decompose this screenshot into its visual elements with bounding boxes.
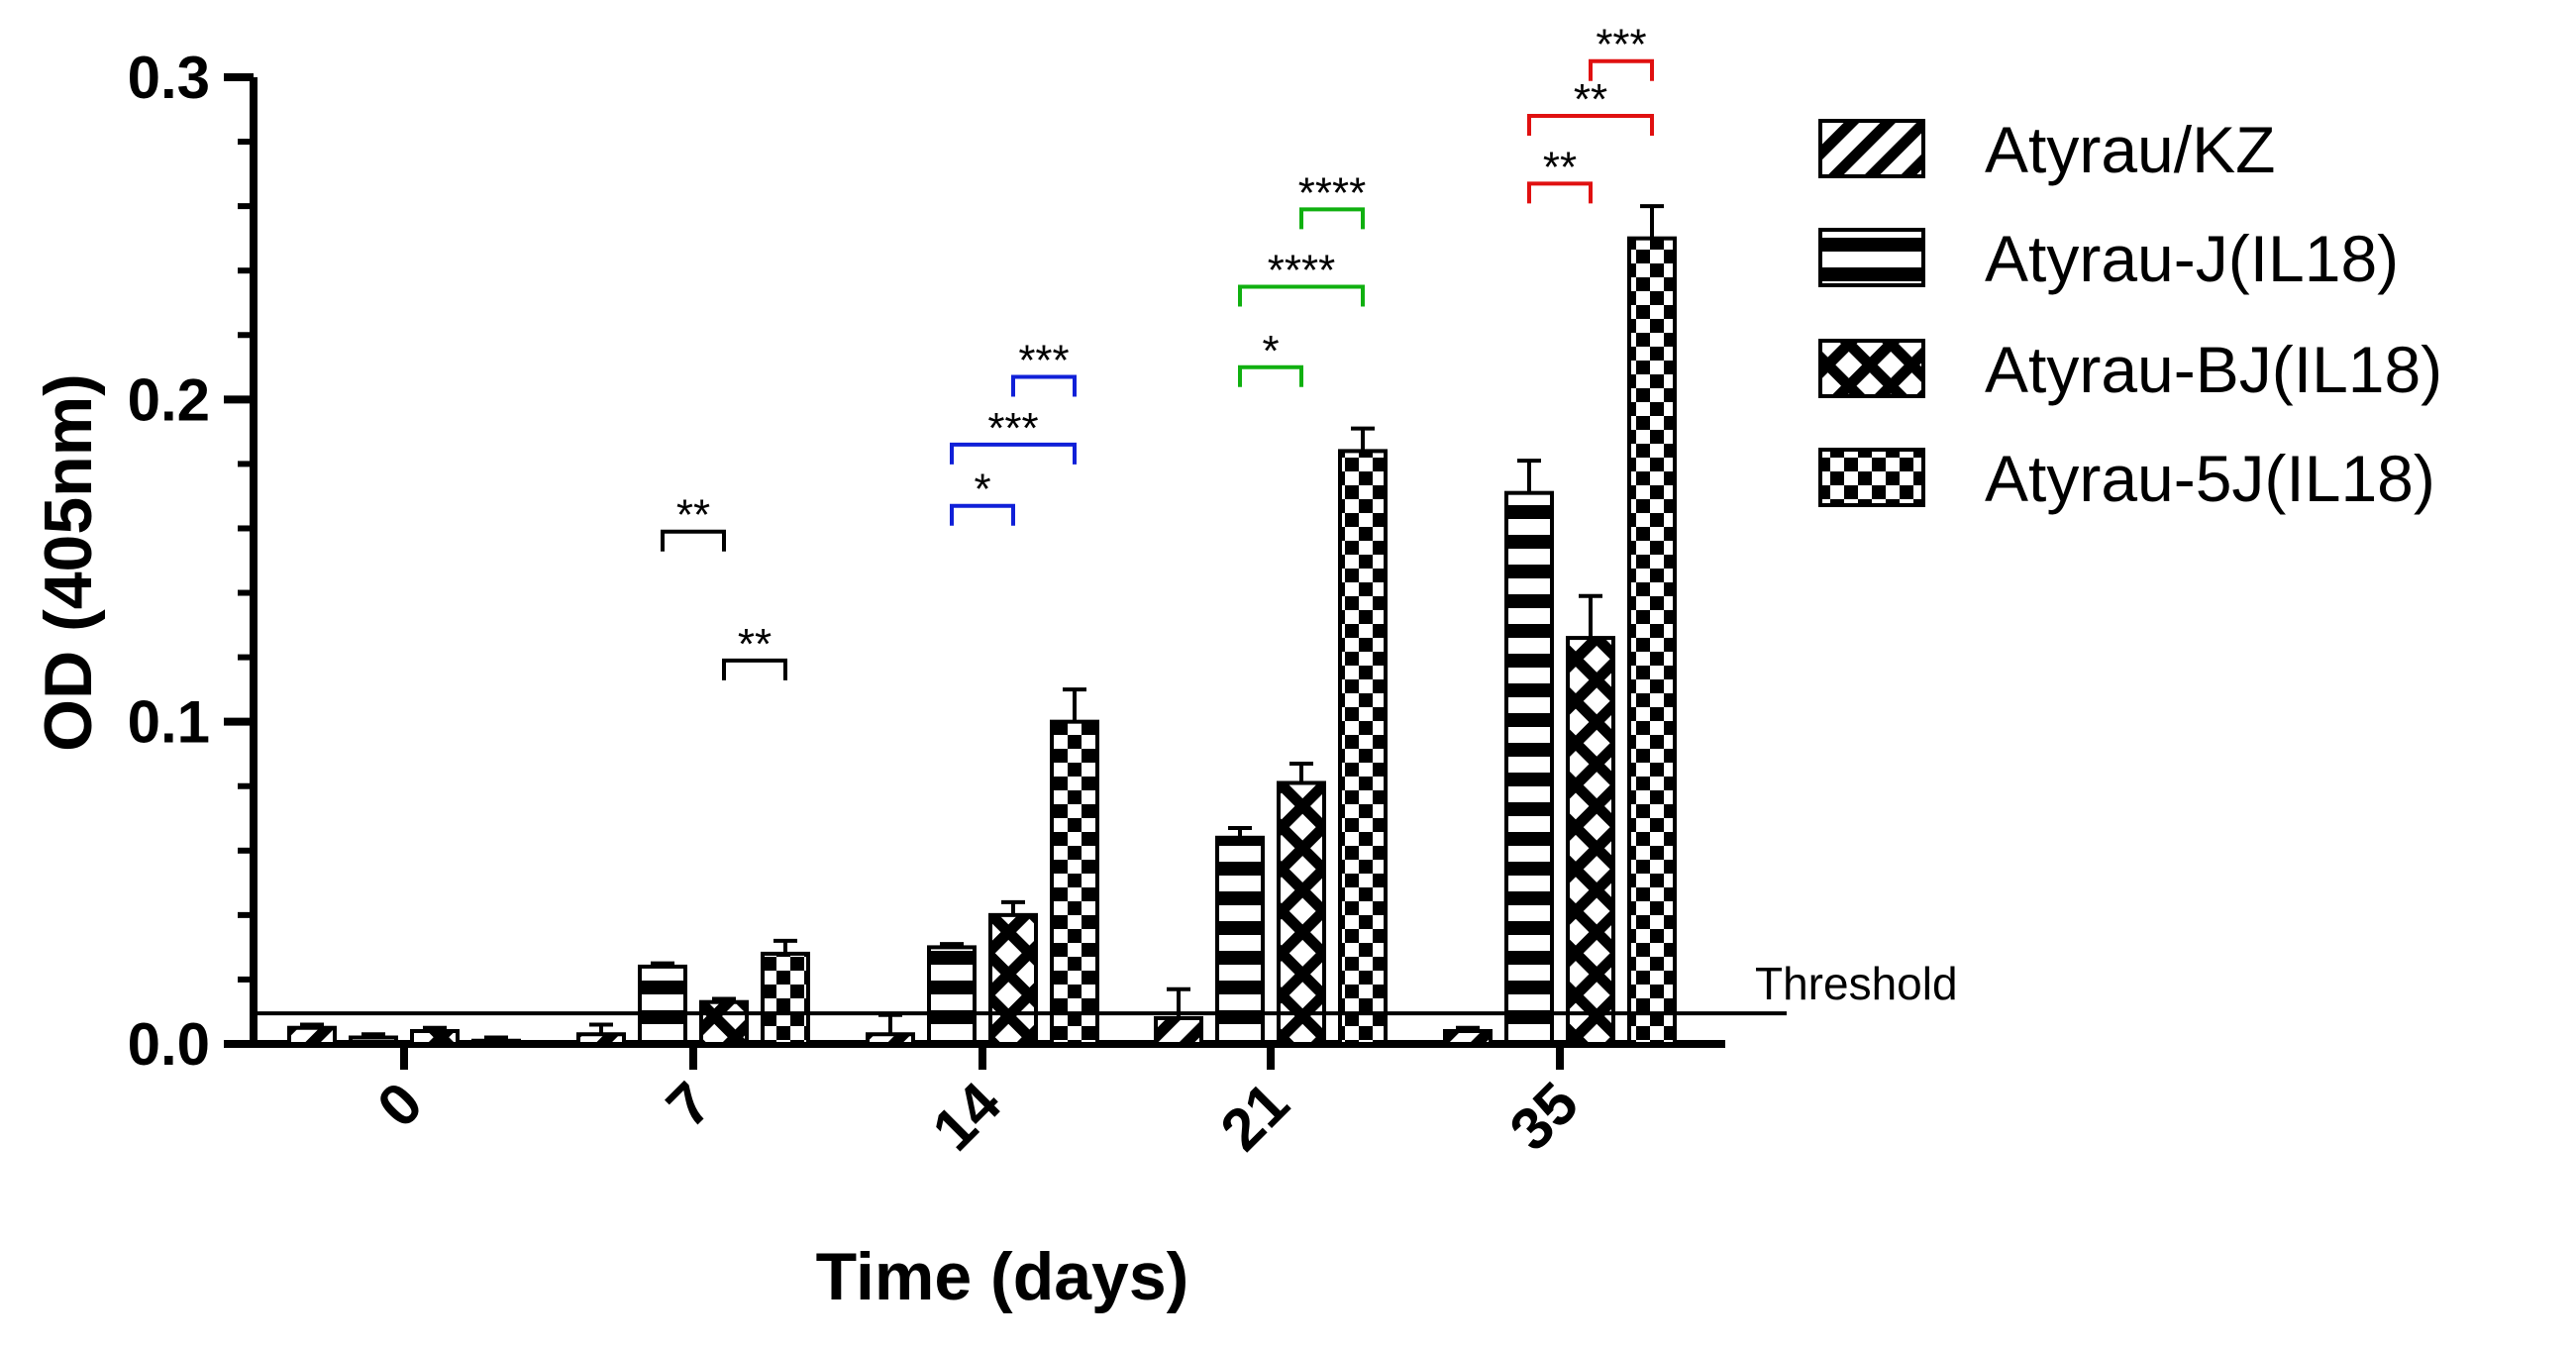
bracket-line [1238,284,1365,307]
axes: 0.0 0.1 0.2 0.3 0 7 14 21 35 [128,45,1725,1163]
bar [576,1032,626,1046]
significance-label: *** [987,404,1038,453]
legend-label: Atyrau-J(IL18) [1985,222,2399,295]
significance-bracket: * [1238,327,1303,387]
y-axis-title: OD (405nm) [31,373,106,752]
significance-bracket: * [950,466,1015,526]
bracket-line [1527,114,1654,137]
bar [471,1038,521,1047]
bar [988,912,1038,1046]
significance-label: ** [1543,143,1577,191]
bar [1443,1028,1493,1047]
significance-bracket: ** [1527,75,1654,137]
bar [1277,780,1326,1046]
bracket-line [661,529,726,552]
x-tick-label: 21 [1208,1070,1302,1164]
x-tick-label: 7 [654,1070,724,1140]
bar [1338,449,1388,1046]
significance-bracket: *** [950,404,1077,465]
bar [761,951,810,1047]
bar [927,945,977,1047]
significance-label: **** [1268,246,1336,294]
bar [1504,490,1554,1046]
threshold: Threshold [254,958,1958,1016]
threshold-label: Threshold [1755,958,1958,1009]
bar [1215,835,1265,1047]
bracket-line [950,442,1077,465]
significance-bracket: **** [1238,246,1365,307]
y-tick-label: 0.2 [128,366,210,433]
significance-bracket: *** [1589,21,1654,81]
legend-item: Atyrau-BJ(IL18) [1818,333,2442,406]
legend-label: Atyrau/KZ [1985,113,2275,186]
bracket-line [1589,58,1654,81]
significance-bracket: ** [1527,143,1593,204]
significance-label: ** [1574,75,1607,124]
bar [866,1032,915,1046]
bracket-line [950,503,1015,526]
bar [349,1035,398,1046]
significance-label: ** [738,620,772,669]
bar [1154,1015,1203,1047]
legend: Atyrau/KZ Atyrau-J(IL18) Atyrau-BJ(IL18) At… [1818,113,2442,515]
significance-bracket: *** [1011,337,1077,397]
bracket-line [1527,181,1593,204]
legend-label: Atyrau-5J(IL18) [1985,442,2435,515]
legend-swatch [1818,119,1925,178]
x-tick-label: 35 [1497,1070,1592,1164]
significance-label: ** [676,491,710,540]
significance-label: *** [1018,337,1069,385]
bar [410,1028,460,1047]
legend-swatch [1818,228,1925,287]
significance-label: * [974,466,990,514]
significance-label: **** [1298,168,1367,217]
y-tick-label: 0.1 [128,689,210,756]
bar [1566,636,1615,1047]
bar [699,999,749,1046]
legend-item: Atyrau-5J(IL18) [1818,442,2435,515]
legend-swatch [1818,448,1925,507]
bracket-line [1299,207,1365,230]
legend-item: Atyrau/KZ [1818,113,2275,186]
bracket-line [1011,374,1077,397]
x-axis-title: Time (days) [816,1239,1189,1314]
significance-bracket: ** [661,491,726,552]
significance-label: * [1262,327,1279,375]
error-bars [300,204,1664,1041]
legend-label: Atyrau-BJ(IL18) [1985,333,2442,406]
bracket-line [1238,364,1303,387]
significance-brackets: *********** **************** [661,21,1654,680]
x-tick-label: 0 [364,1070,435,1140]
y-tick-label: 0.0 [128,1011,210,1078]
bracket-line [722,658,787,680]
x-ticks: 0 7 14 21 35 [364,1044,1591,1163]
bars [287,236,1677,1047]
legend-item: Atyrau-J(IL18) [1818,222,2399,295]
y-tick-label: 0.3 [128,45,210,111]
significance-bracket: ** [722,620,787,680]
bar [1050,719,1099,1047]
significance-bracket: **** [1298,168,1367,230]
significance-label: *** [1596,21,1646,69]
y-ticks: 0.0 0.1 0.2 0.3 [128,45,254,1078]
legend-swatch [1818,339,1925,398]
bar [638,964,687,1046]
bar [1627,236,1677,1046]
x-tick-label: 14 [920,1069,1014,1163]
bar [287,1025,337,1046]
